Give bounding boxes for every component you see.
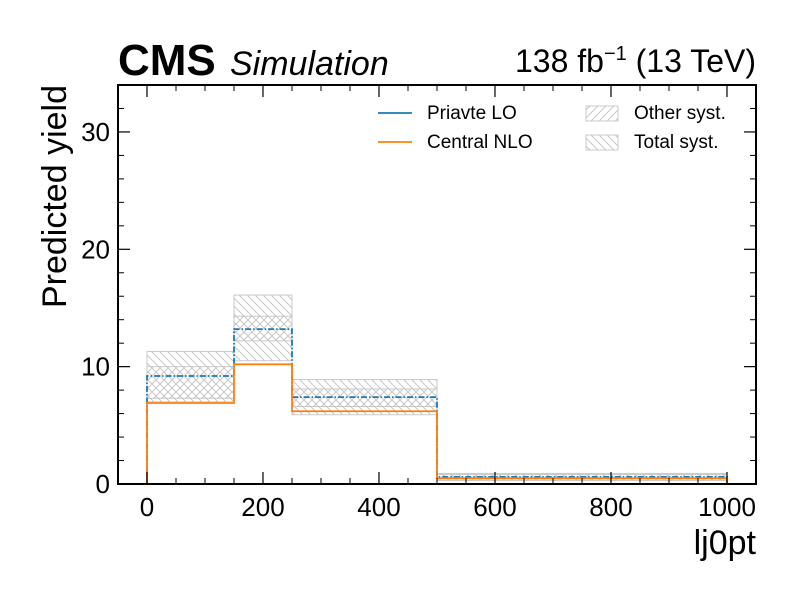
lumi-exponent: −1 [604,43,627,65]
x-tick-label: 800 [589,492,632,522]
x-tick-label: 600 [473,492,516,522]
simulation-label: Simulation [230,45,389,83]
series-lines [146,328,728,484]
series-line-priavte-lo [146,328,728,484]
legend-label-other-syst: Other syst. [634,103,726,124]
luminosity-label: 138 fb−1 (13 TeV) [515,43,756,79]
y-tick-label: 0 [96,469,110,499]
lumi-prefix: 138 fb [515,43,604,79]
legend-label-central-nlo: Central NLO [427,132,533,153]
legend-swatch-other-syst [585,105,619,122]
legend-label-total-syst: Total syst. [634,132,718,153]
legend: Priavte LO Central NLO Other syst. Total… [378,103,726,153]
legend-label-priavte-lo: Priavte LO [427,103,517,124]
x-axis-label: lj0pt [694,524,757,562]
y-tick-label: 20 [81,234,110,264]
x-tick-label: 0 [140,492,154,522]
experiment-label: CMS [118,36,216,85]
y-axis-label: Predicted yield [36,85,74,308]
x-tick-label: 1000 [698,492,756,522]
y-tick-label: 30 [81,117,110,147]
lumi-suffix: (13 TeV) [627,43,756,79]
legend-swatch-total-syst [585,134,619,151]
x-tick-label: 400 [357,492,400,522]
plot-frame [117,84,757,485]
tick-labels: 0 200 400 600 800 1000 0 10 20 30 [81,117,756,522]
y-tick-label: 10 [81,352,110,382]
x-tick-label: 200 [241,492,284,522]
band-total-syst-bin-1 [233,294,293,362]
